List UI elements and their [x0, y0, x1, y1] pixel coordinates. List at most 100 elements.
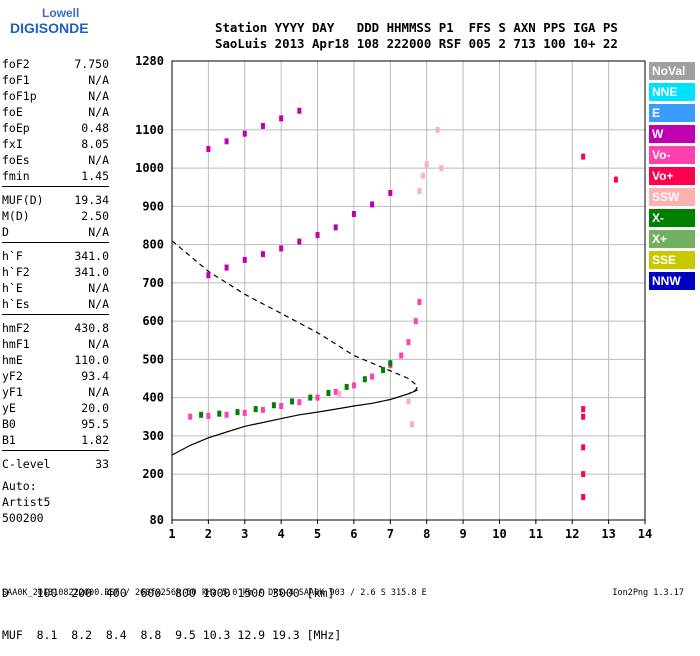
footer-info: SAA0K_2013108222000.RSF / 260fx256h 50 k… [2, 588, 427, 598]
param-name: yF1 [2, 385, 23, 399]
param-name: B0 [2, 417, 16, 431]
param-row: hmF1 N/A [2, 336, 109, 352]
ionogram-chart: 1 2 3 4 5 6 7 8 9 10 11 12 13 14802003004005006007008… [135, 54, 652, 541]
panel-separator [2, 450, 109, 456]
echo-point [224, 411, 229, 418]
y-tick-label: 500 [142, 352, 164, 366]
param-name: foEs [2, 153, 30, 167]
echo-point [188, 413, 193, 420]
param-value: 0.48 [81, 121, 109, 135]
echo-point [439, 165, 444, 172]
param-row: D N/A [2, 224, 109, 240]
param-row: B0 95.5 [2, 416, 109, 432]
echo-point [370, 201, 375, 208]
legend-item: SSE [649, 251, 695, 269]
param-name: C-level [2, 457, 51, 471]
profile-curve [171, 240, 419, 395]
echo-point [424, 161, 429, 168]
param-name: hmF2 [2, 321, 30, 335]
echo-point [351, 382, 356, 389]
d-row: D 100 200 400 600 800 1000 1500 3000 [km… [2, 586, 335, 600]
param-name: h`E [2, 281, 23, 295]
param-name: hmF1 [2, 337, 30, 351]
param-row: MUF(D) 19.34 [2, 192, 109, 208]
echo-point [581, 471, 586, 478]
x-tick-label: 5 [314, 527, 321, 541]
param-value: N/A [88, 337, 109, 351]
param-name: h`Es [2, 297, 30, 311]
x-tick-label: 1 [168, 527, 175, 541]
param-value: N/A [88, 73, 109, 87]
x-tick-label: 14 [638, 527, 652, 541]
y-tick-label: 900 [142, 199, 164, 213]
echo-point [399, 352, 404, 359]
param-row: foF1 N/A [2, 72, 109, 88]
echo-point [290, 398, 295, 405]
panel-separator [2, 314, 109, 320]
x-tick-label: 7 [387, 527, 394, 541]
echo-point [253, 406, 258, 413]
param-row: yE 20.0 [2, 400, 109, 416]
header-values: SaoLuis 2013 Apr18 108 222000 RSF 005 2 … [215, 36, 618, 51]
echo-point [333, 388, 338, 395]
param-name: yE [2, 401, 16, 415]
param-row: hmF2 430.8 [2, 320, 109, 336]
echo-point [613, 176, 618, 183]
echo-point [206, 145, 211, 152]
echo-point [581, 406, 586, 413]
legend-item: W [649, 125, 695, 143]
echo-point [199, 411, 204, 418]
param-value: 8.05 [81, 137, 109, 151]
param-value: N/A [88, 385, 109, 399]
plot-frame [171, 60, 646, 521]
echo-point [242, 409, 247, 416]
param-value: 341.0 [74, 249, 109, 263]
param-row: M(D) 2.50 [2, 208, 109, 224]
echo-point [260, 123, 265, 130]
param-value: 1.82 [81, 433, 109, 447]
echo-point [242, 256, 247, 263]
echo-point [417, 188, 422, 195]
echo-point [581, 494, 586, 501]
echo-point [344, 383, 349, 390]
y-tick-label: 200 [142, 467, 164, 481]
param-name: yF2 [2, 369, 23, 383]
echo-point [351, 211, 356, 217]
echo-point [581, 444, 586, 451]
param-row: foEp 0.48 [2, 120, 109, 136]
echo-point [326, 390, 331, 397]
x-tick-label: 4 [278, 527, 285, 541]
echo-point [333, 224, 338, 231]
echo-point [224, 264, 229, 271]
param-value: 341.0 [74, 265, 109, 279]
legend-item: X- [649, 209, 695, 227]
param-row: foF1p N/A [2, 88, 109, 104]
echo-point [206, 412, 211, 419]
param-value: 20.0 [81, 401, 109, 415]
legend-item: Vo- [649, 146, 695, 164]
param-name: foE [2, 105, 23, 119]
echo-point [279, 115, 284, 122]
param-name: D [2, 225, 9, 239]
echo-point [581, 153, 586, 160]
y-tick-label: 400 [142, 391, 164, 405]
x-tick-label: 6 [350, 527, 357, 541]
y-tick-label: 700 [142, 276, 164, 290]
echo-point [315, 232, 320, 239]
x-tick-label: 2 [205, 527, 212, 541]
echo-point [297, 399, 302, 406]
param-name: B1 [2, 433, 16, 447]
param-name: foF2 [2, 57, 30, 71]
legend-item: Vo+ [649, 167, 695, 185]
echo-point [308, 394, 313, 401]
autoscaling-info: Auto: Artist5 500200 [2, 478, 50, 526]
x-tick-label: 8 [423, 527, 430, 541]
param-row: C-level 33 [2, 456, 109, 472]
echo-point [417, 298, 422, 305]
echo-point [362, 376, 367, 383]
echo-point [297, 238, 302, 245]
echo-point [271, 402, 276, 409]
echo-point [217, 410, 222, 417]
muf-distance-table: D 100 200 400 600 800 1000 1500 3000 [km… [2, 558, 341, 656]
param-value: N/A [88, 281, 109, 295]
